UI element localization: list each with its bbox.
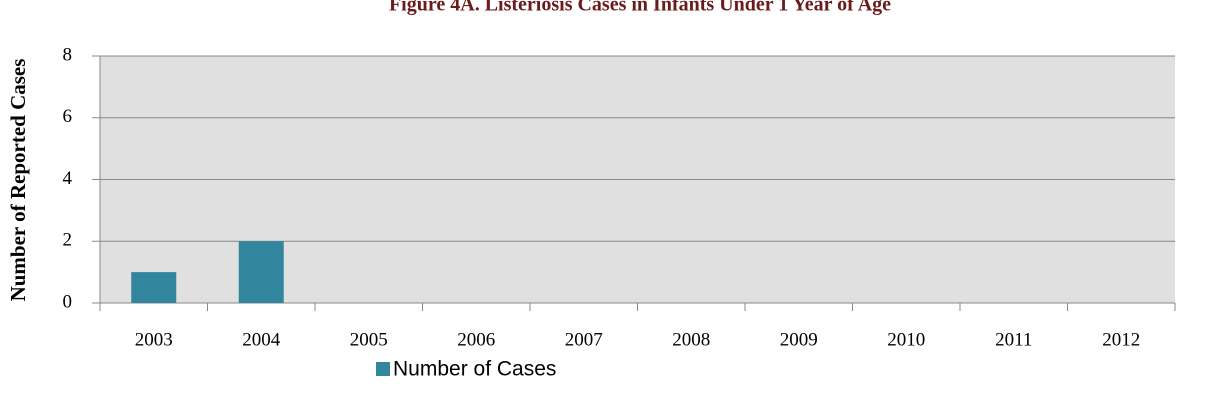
bar bbox=[131, 272, 177, 303]
x-tick-label: 2008 bbox=[672, 329, 710, 350]
x-tick-label: 2010 bbox=[887, 329, 925, 350]
x-tick-label: 2006 bbox=[457, 329, 495, 350]
x-tick-label: 2012 bbox=[1102, 329, 1140, 350]
x-tick-label: 2004 bbox=[242, 329, 281, 350]
y-tick-label: 6 bbox=[63, 106, 73, 127]
y-axis-label: Number of Reported Cases bbox=[6, 59, 30, 302]
x-tick-label: 2007 bbox=[565, 329, 603, 350]
chart-title: Figure 4A. Listeriosis Cases in Infants … bbox=[389, 0, 891, 16]
bar bbox=[238, 241, 284, 303]
x-tick-label: 2003 bbox=[135, 329, 173, 350]
y-tick-label: 4 bbox=[63, 168, 73, 189]
legend-label: Number of Cases bbox=[393, 358, 556, 381]
y-tick-label: 2 bbox=[63, 230, 73, 251]
x-tick-label: 2005 bbox=[350, 329, 388, 350]
x-tick-label: 2009 bbox=[780, 329, 818, 350]
y-tick-label: 8 bbox=[63, 44, 73, 65]
x-tick-label: 2011 bbox=[995, 329, 1032, 350]
legend-swatch bbox=[376, 362, 390, 376]
y-tick-label: 0 bbox=[63, 291, 73, 312]
